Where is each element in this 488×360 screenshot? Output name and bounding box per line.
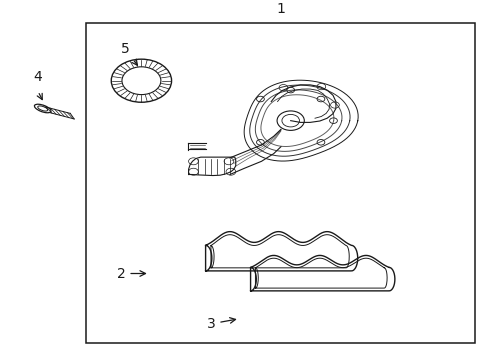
Text: 4: 4 bbox=[33, 70, 42, 84]
Text: 3: 3 bbox=[206, 317, 235, 331]
Text: 2: 2 bbox=[116, 266, 145, 280]
Text: 1: 1 bbox=[276, 3, 285, 17]
Text: 5: 5 bbox=[121, 42, 137, 65]
Bar bbox=[86, 23, 474, 343]
